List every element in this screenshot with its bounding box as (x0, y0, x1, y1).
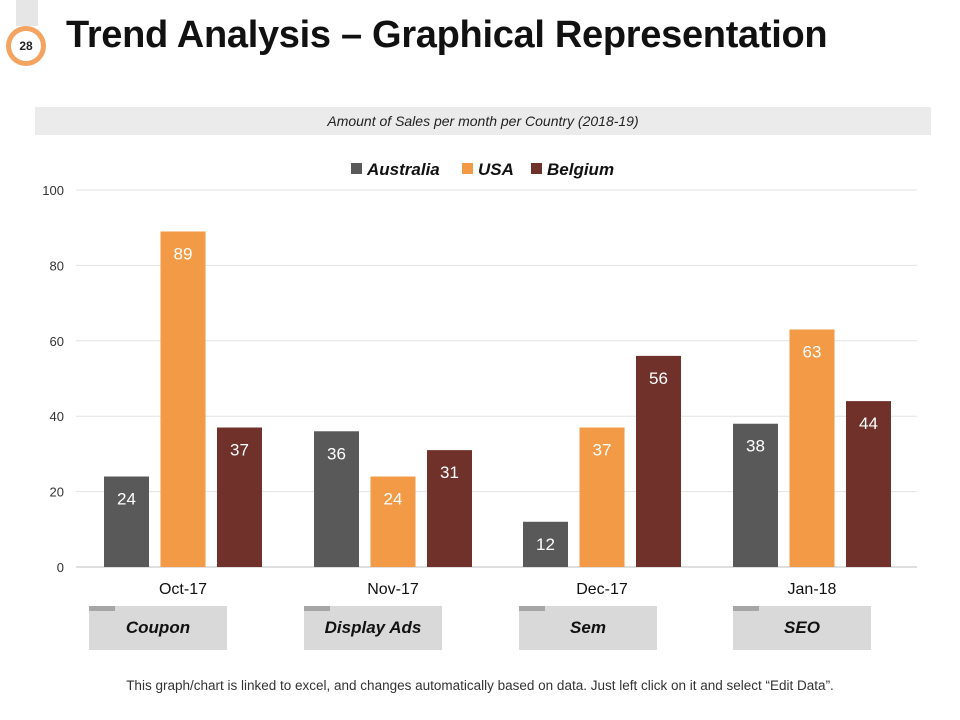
bar-chart: 0 20 40 60 80 100 24 89 37 Oct-17 36 24 31 Nov-17 12 37… (42, 160, 917, 598)
data-label: 12 (536, 535, 555, 554)
x-tick-label: Nov-17 (367, 581, 419, 598)
legend-swatch-usa (462, 163, 473, 174)
y-tick-label: 100 (42, 183, 64, 198)
data-label: 44 (859, 414, 878, 433)
data-label: 36 (327, 444, 346, 463)
bar-australia-dec-17 (523, 521, 568, 567)
bar-australia-oct-17 (104, 476, 149, 567)
data-label: 37 (230, 441, 249, 460)
top-stripe-decoration (16, 0, 38, 26)
data-label: 24 (384, 490, 403, 509)
page-title: Trend Analysis – Graphical Representatio… (66, 14, 828, 56)
chart-title: Amount of Sales per month per Country (2… (327, 113, 639, 129)
bar-australia-jan-18 (733, 423, 778, 567)
category-box-label: SEO (784, 618, 820, 637)
y-tick-label: 60 (50, 334, 64, 349)
y-tick-label: 40 (50, 409, 64, 424)
legend-label-belgium: Belgium (547, 160, 614, 179)
page-number-badge: 28 (6, 26, 46, 66)
data-label: 56 (649, 369, 668, 388)
category-box-display-ads: Display Ads (304, 606, 442, 650)
bar-usa-oct-17 (160, 231, 206, 567)
page-number: 28 (11, 31, 41, 61)
data-label: 63 (803, 342, 822, 361)
category-box-label: Sem (570, 618, 606, 637)
data-label: 31 (440, 463, 459, 482)
bar-belgium-dec-17 (636, 355, 681, 567)
data-label: 37 (593, 441, 612, 460)
footer-note: This graph/chart is linked to excel, and… (126, 678, 834, 693)
x-tick-label: Oct-17 (159, 581, 207, 598)
data-label: 38 (746, 437, 765, 456)
x-tick-label: Jan-18 (788, 581, 837, 598)
category-box-tab (519, 606, 545, 611)
bar-usa-jan-18 (789, 329, 835, 567)
y-tick-label: 80 (50, 258, 64, 273)
bar-belgium-jan-18 (846, 401, 891, 567)
x-tick-label: Dec-17 (576, 581, 628, 598)
category-box-coupon: Coupon (89, 606, 227, 650)
category-box-sem: Sem (519, 606, 657, 650)
data-label: 24 (117, 490, 136, 509)
category-box-tab (733, 606, 759, 611)
category-box-label: Display Ads (324, 618, 422, 637)
data-label: 89 (174, 244, 193, 263)
bar-usa-dec-17 (579, 427, 625, 567)
chart-title-bar: Amount of Sales per month per Country (2… (35, 107, 931, 135)
legend-label-usa: USA (478, 160, 514, 179)
bar-usa-nov-17 (370, 476, 416, 567)
category-box-label: Coupon (125, 618, 191, 637)
bar-belgium-nov-17 (427, 450, 472, 567)
y-tick-label: 0 (57, 560, 64, 575)
legend-swatch-australia (351, 163, 362, 174)
category-box-tab (89, 606, 115, 611)
category-box-seo: SEO (733, 606, 871, 650)
bar-australia-nov-17 (314, 431, 359, 567)
category-box-tab (304, 606, 330, 611)
y-tick-label: 20 (50, 485, 64, 500)
legend-swatch-belgium (531, 163, 542, 174)
bar-belgium-oct-17 (217, 427, 262, 567)
legend-label-australia: Australia (366, 160, 440, 179)
